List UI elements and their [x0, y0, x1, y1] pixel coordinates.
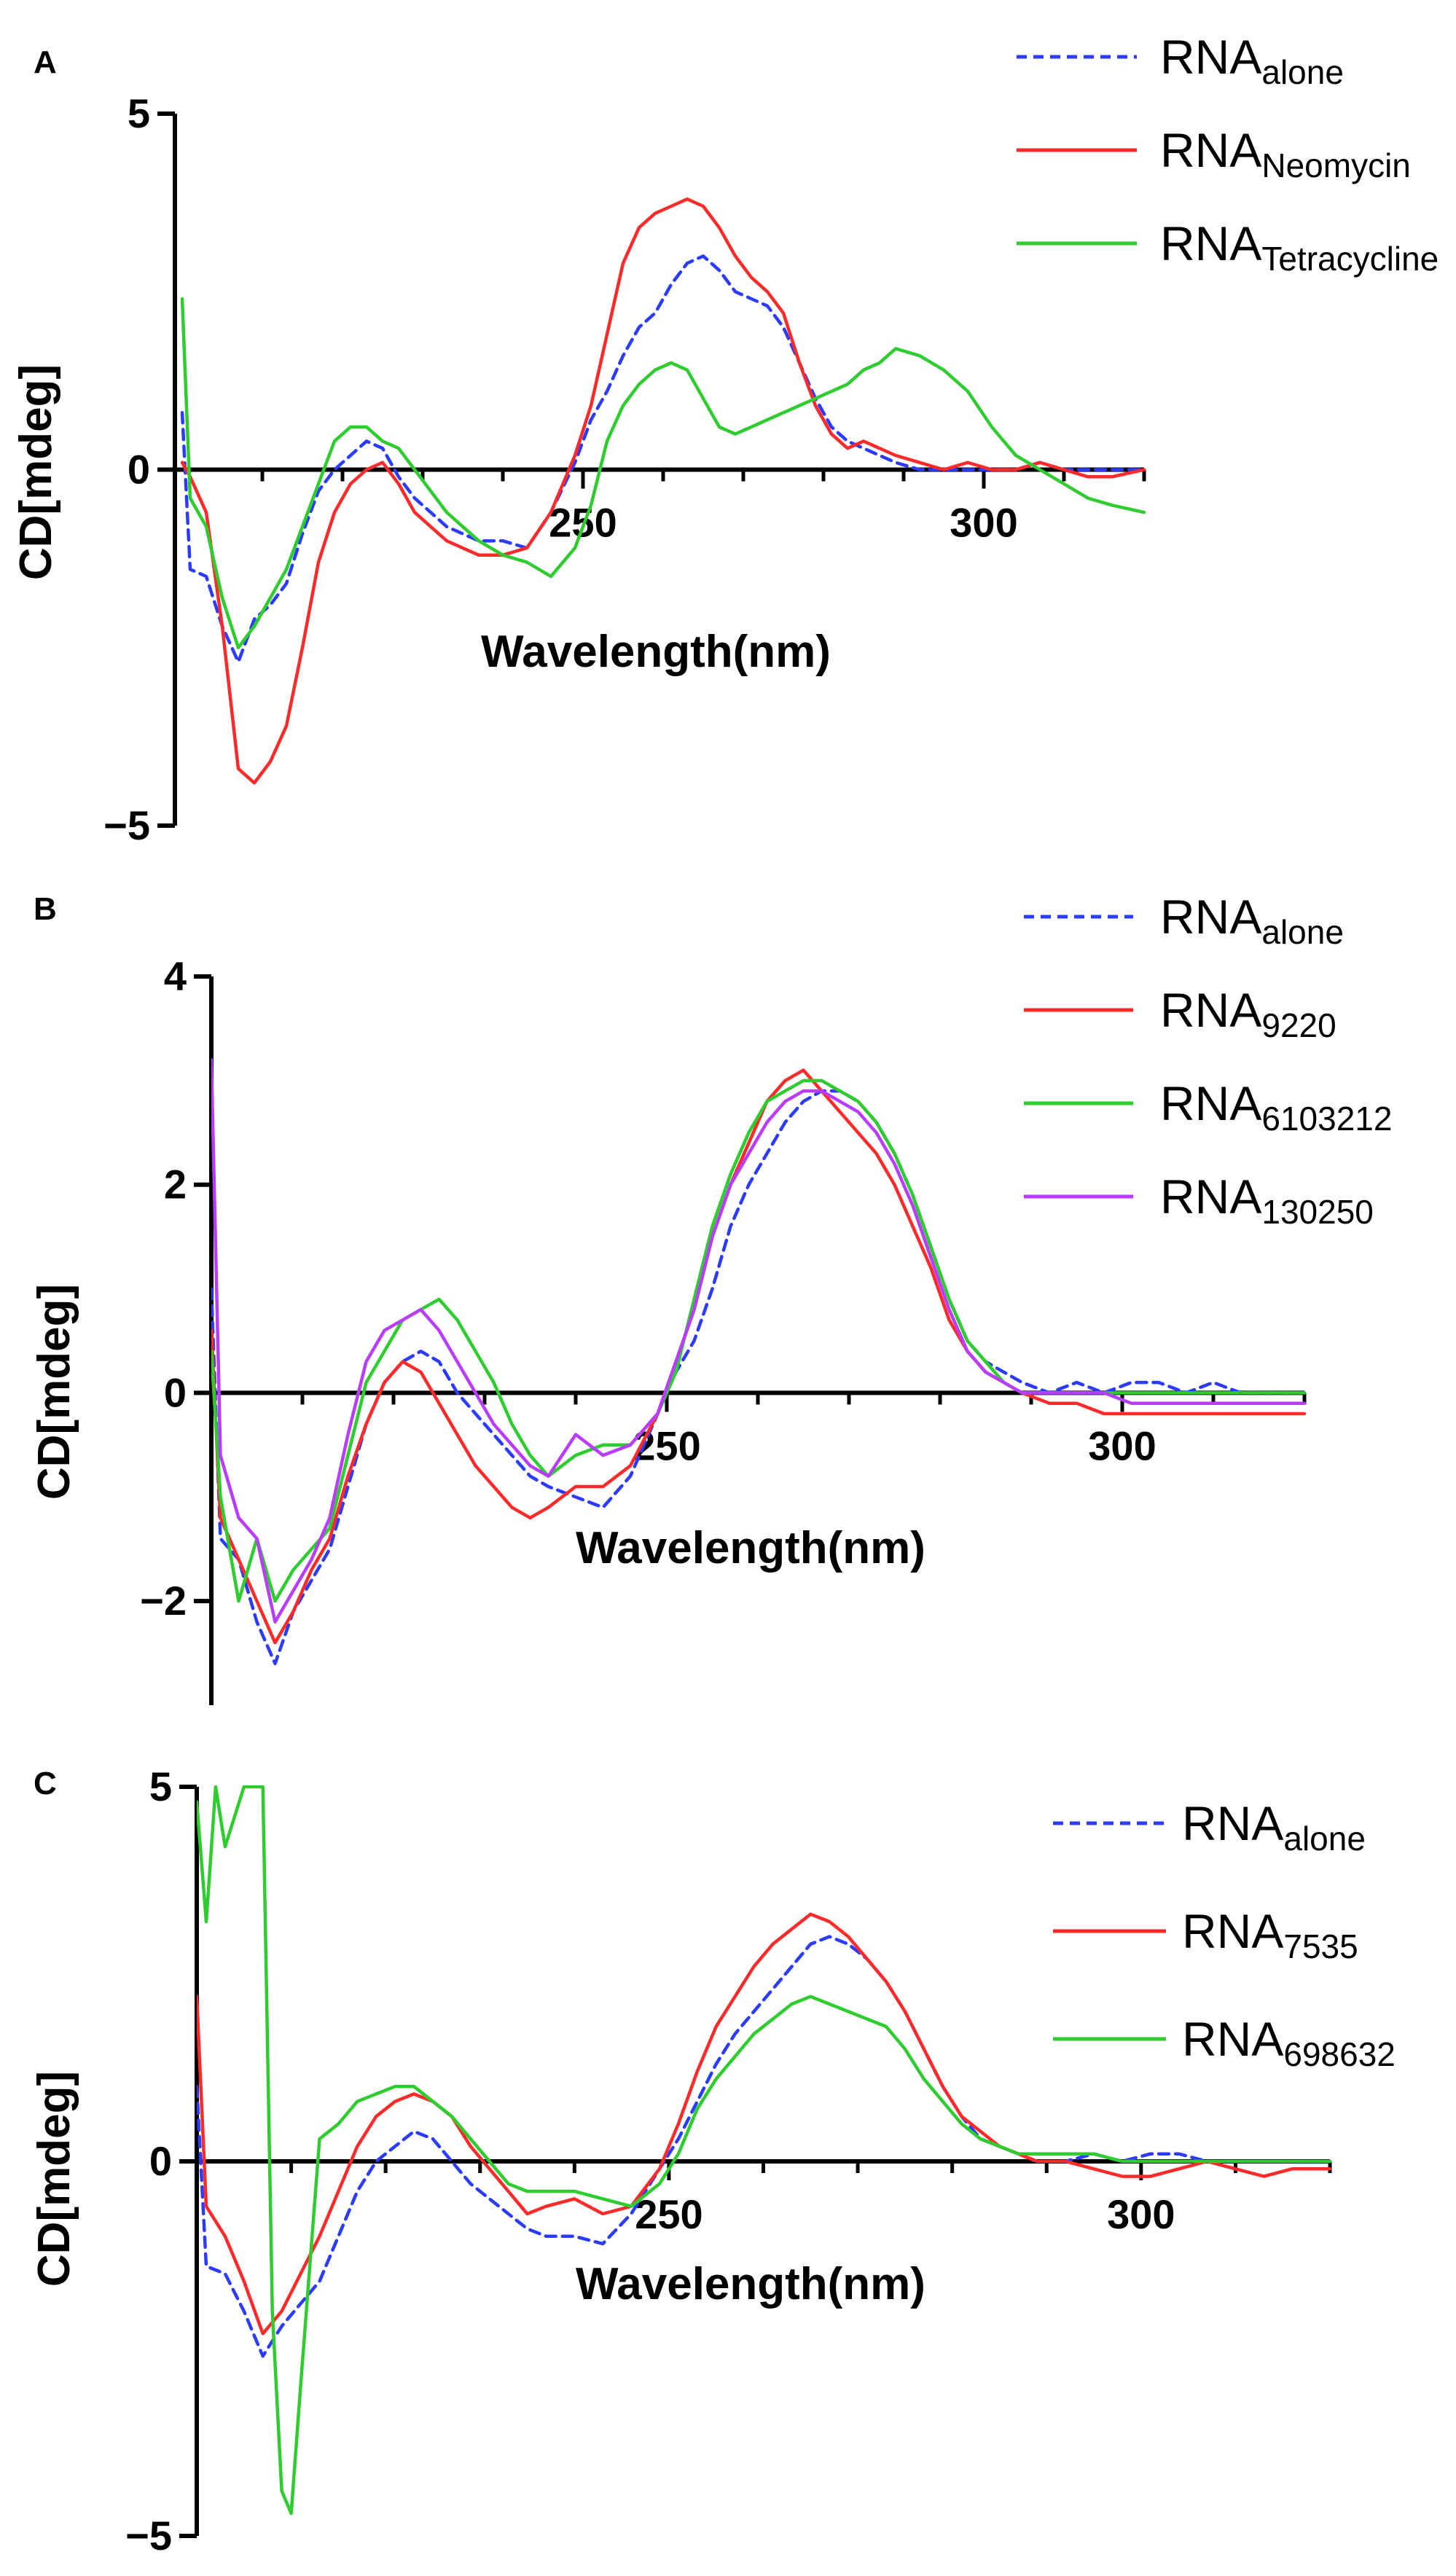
legend-label: RNA6103212 [1160, 1076, 1392, 1138]
legend-label-subscript: alone [1261, 913, 1344, 951]
y-tick-label: −5 [103, 802, 150, 848]
legend-label-subscript: 9220 [1261, 1006, 1336, 1044]
legend-label-main: RNA [1160, 30, 1261, 84]
legend-label: RNAalone [1160, 890, 1344, 951]
series-line-130250 [211, 1058, 1307, 1624]
legend-label: RNA9220 [1160, 983, 1336, 1044]
legend-label-subscript: alone [1261, 53, 1344, 91]
y-tick-label: 4 [164, 953, 187, 999]
y-tick-label: 0 [149, 2138, 172, 2184]
y-axis-title: CD[mdeg] [29, 2071, 79, 2287]
legend-label-subscript: 7535 [1283, 1927, 1358, 1965]
legend-label-main: RNA [1160, 1170, 1261, 1224]
y-tick-label: 0 [164, 1369, 187, 1415]
legend-label-subscript: 6103212 [1261, 1100, 1392, 1138]
panel-label: A [34, 44, 57, 80]
legend-label-main: RNA [1160, 1076, 1261, 1130]
legend-label: RNAalone [1160, 30, 1344, 91]
series-line-alone [197, 1935, 1332, 2358]
x-axis-title: Wavelength(nm) [576, 1523, 925, 1573]
x-tick-label: 250 [635, 2191, 702, 2237]
panel-label: B [34, 891, 57, 927]
legend-label-main: RNA [1182, 1904, 1283, 1958]
y-tick-label: 5 [128, 90, 150, 136]
x-tick-label: 300 [950, 500, 1017, 546]
legend-label-main: RNA [1160, 216, 1261, 270]
legend-label-subscript: 130250 [1261, 1193, 1374, 1231]
y-tick-label: 0 [128, 447, 150, 493]
y-tick-label: −2 [140, 1578, 187, 1624]
legend-label-main: RNA [1160, 123, 1261, 177]
legend-label: RNA7535 [1182, 1904, 1358, 1965]
series-line-alone [180, 254, 1146, 664]
legend-label-subscript: Neomycin [1261, 146, 1411, 184]
series-line-alone [211, 1089, 1307, 1666]
legend-label: RNA698632 [1182, 2012, 1396, 2073]
legend-label-subscript: 698632 [1283, 2035, 1396, 2073]
legend-label: RNA130250 [1160, 1170, 1374, 1231]
y-axis-title: CD[mdeg] [29, 1284, 79, 1500]
legend-label-main: RNA [1182, 1796, 1283, 1850]
legend-label: RNATetracycline [1160, 216, 1439, 278]
y-tick-label: 2 [164, 1162, 187, 1207]
legend-label: RNANeomycin [1160, 123, 1411, 184]
legend-label-subscript: alone [1283, 1820, 1366, 1857]
x-axis-title: Wavelength(nm) [481, 627, 831, 677]
legend-label-main: RNA [1160, 890, 1261, 944]
legend-label-subscript: Tetracycline [1261, 240, 1439, 278]
y-tick-label: 5 [149, 1763, 172, 1809]
legend-label-main: RNA [1182, 2012, 1283, 2066]
panel-label: C [34, 1766, 57, 1801]
x-axis-title: Wavelength(nm) [576, 2259, 925, 2309]
x-tick-label: 300 [1088, 1422, 1156, 1468]
series-line-698632 [197, 1785, 1332, 2516]
x-tick-label: 300 [1107, 2191, 1175, 2237]
y-tick-label: −5 [125, 2513, 172, 2559]
series-line-tetracycline [180, 297, 1146, 650]
y-axis-title: CD[mdeg] [11, 364, 61, 580]
series-line-neomycin [180, 197, 1146, 785]
series-line-7535 [197, 1912, 1332, 2336]
legend-label: RNAalone [1182, 1796, 1366, 1857]
legend-label-main: RNA [1160, 983, 1261, 1037]
